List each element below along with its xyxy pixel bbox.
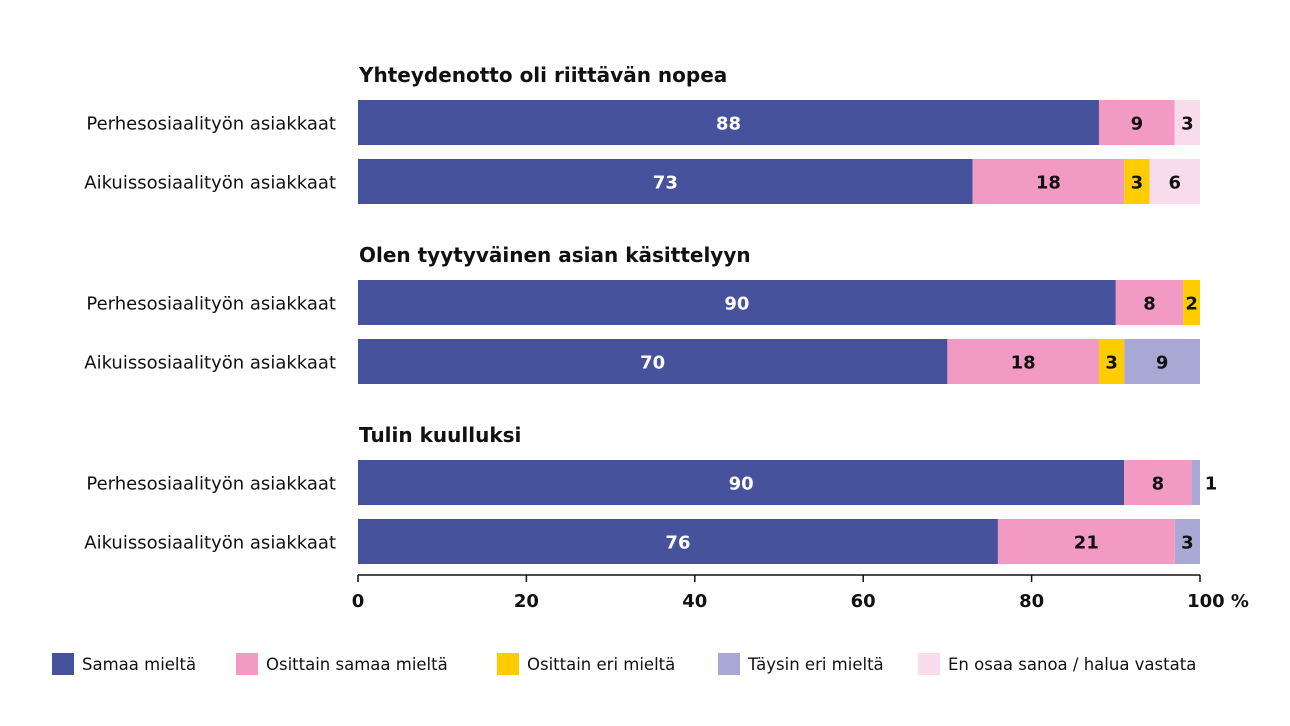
data-label: 3 (1181, 533, 1194, 554)
data-label: 6 (1168, 173, 1181, 194)
group-title: Yhteydenotto oli riittävän nopea (358, 63, 727, 87)
bar-segment (997, 519, 1175, 564)
bar-segment (358, 159, 973, 204)
data-label: 3 (1105, 353, 1118, 374)
data-label: 88 (716, 114, 741, 135)
x-tick-label: 20 (514, 591, 539, 612)
data-label: 3 (1131, 173, 1144, 194)
bar-segment (1174, 519, 1200, 564)
data-label: 2 (1185, 294, 1198, 315)
category-label: Perhesosiaalityön asiakkaat (86, 474, 336, 495)
bar-segment (1124, 460, 1192, 505)
legend-label: Osittain eri mieltä (527, 655, 675, 674)
data-label: 73 (653, 173, 678, 194)
bar-segment (358, 100, 1099, 145)
bar-segment (358, 519, 998, 564)
bar-segment (358, 339, 948, 384)
bar-segment (358, 460, 1125, 505)
bar-segment (1183, 280, 1200, 325)
legend-label: En osaa sanoa / halua vastata (948, 655, 1196, 674)
category-label: Perhesosiaalityön asiakkaat (86, 114, 336, 135)
data-label: 18 (1036, 173, 1061, 194)
category-label: Perhesosiaalityön asiakkaat (86, 294, 336, 315)
bar-segment (1174, 100, 1200, 145)
category-label: Aikuissosiaalityön asiakkaat (84, 533, 336, 554)
x-tick-label: 60 (851, 591, 876, 612)
data-label: 90 (724, 294, 749, 315)
legend-swatch (497, 653, 519, 675)
x-tick-label: 40 (682, 591, 707, 612)
data-label: 1 (1205, 474, 1218, 495)
legend-swatch (52, 653, 74, 675)
data-label: 9 (1156, 353, 1169, 374)
data-label: 8 (1152, 474, 1165, 495)
bar-segment (1124, 339, 1200, 384)
x-tick-label: 80 (1019, 591, 1044, 612)
bar-segment (1124, 159, 1150, 204)
legend-label: Samaa mieltä (82, 655, 196, 674)
x-tick-label: 0 (352, 591, 365, 612)
group-title: Olen tyytyväinen asian käsittelyyn (359, 243, 751, 267)
bar-segment (1115, 280, 1184, 325)
category-label: Aikuissosiaalityön asiakkaat (84, 353, 336, 374)
data-label: 9 (1131, 114, 1144, 135)
legend-label: Täysin eri mieltä (747, 655, 884, 674)
bar-segment (972, 159, 1125, 204)
legend-label: Osittain samaa mieltä (266, 655, 448, 674)
data-label: 18 (1011, 353, 1036, 374)
data-label: 76 (665, 533, 690, 554)
data-label: 90 (729, 474, 754, 495)
legend-swatch (718, 653, 740, 675)
bar-segment (1149, 159, 1200, 204)
bar-segment (1098, 100, 1175, 145)
category-label: Aikuissosiaalityön asiakkaat (84, 173, 336, 194)
data-label: 3 (1181, 114, 1194, 135)
data-label: 21 (1074, 533, 1099, 554)
legend-swatch (236, 653, 258, 675)
data-label: 70 (640, 353, 665, 374)
bar-segment (358, 280, 1116, 325)
legend-swatch (918, 653, 940, 675)
x-tick-label: 100 % (1187, 591, 1249, 612)
group-title: Tulin kuulluksi (359, 423, 521, 447)
data-label: 8 (1143, 294, 1156, 315)
bar-segment (1191, 460, 1200, 505)
bar-segment (1098, 339, 1125, 384)
bar-segment (947, 339, 1099, 384)
